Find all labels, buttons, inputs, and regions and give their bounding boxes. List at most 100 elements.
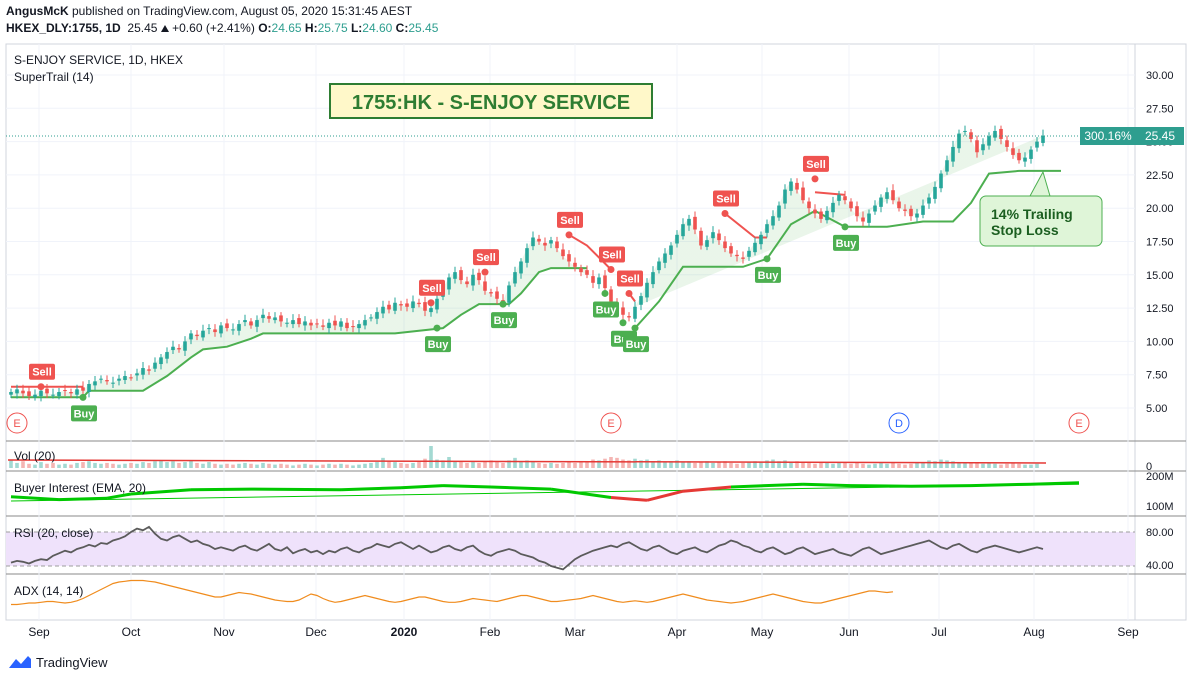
volume-bar: [123, 463, 127, 468]
candle-body: [117, 378, 121, 381]
buy-signal-label: Buy: [836, 238, 858, 250]
candle-body: [759, 234, 763, 245]
buy-signal-label: Buy: [428, 339, 450, 351]
candle-body: [597, 277, 601, 285]
volume-bar: [237, 463, 241, 468]
volume-bar: [687, 461, 691, 468]
buyer-interest-segment: [730, 482, 804, 489]
volume-bar: [765, 460, 769, 468]
candle-body: [225, 323, 229, 329]
volume-bar: [399, 462, 403, 468]
candle-body: [321, 325, 325, 327]
pane-tick-label: 0: [1146, 461, 1152, 473]
volume-bar: [279, 463, 283, 468]
volume-bar: [747, 462, 751, 468]
candle-body: [999, 128, 1003, 139]
volume-bar: [27, 463, 31, 468]
candle-body: [357, 324, 361, 329]
candle-body: [537, 238, 541, 242]
title-banner-text: 1755:HK - S-ENJOY SERVICE: [352, 92, 630, 114]
rsi-pane-title[interactable]: RSI (20, close): [14, 526, 93, 540]
price-tick-label: 5.00: [1146, 403, 1167, 415]
event-marker-label: D: [895, 418, 903, 430]
x-tick-label: Oct: [122, 625, 141, 639]
candle-body: [315, 323, 319, 325]
vol-pane-title[interactable]: Vol (20): [14, 449, 55, 463]
volume-bar: [333, 464, 337, 468]
adx-pane-title[interactable]: ADX (14, 14): [14, 584, 83, 598]
callout-box: [979, 195, 1103, 247]
volume-bar: [141, 462, 145, 468]
buyer-interest-segment: [58, 496, 108, 502]
buyer-pane-title[interactable]: Buyer Interest (EMA, 20): [14, 481, 146, 495]
candle-body: [153, 362, 157, 369]
candle-body: [723, 241, 727, 249]
candle-body: [513, 272, 517, 284]
volume-bar: [705, 461, 709, 468]
buy-signal-dot: [79, 393, 87, 401]
sell-signal-dot: [481, 268, 489, 276]
buy-signal-box: [425, 336, 451, 353]
candle-body: [9, 392, 13, 395]
candle-body: [627, 316, 631, 318]
volume-bar: [819, 462, 823, 468]
volume-bar: [627, 460, 631, 468]
candle-body: [669, 245, 673, 255]
volume-bar: [999, 464, 1003, 468]
volume-bar: [711, 462, 715, 468]
symbol[interactable]: HKEX_DLY:1755, 1D: [6, 21, 121, 35]
candle-body: [903, 209, 907, 211]
candle-body: [891, 190, 895, 201]
price-tick-label: 30.00: [1146, 70, 1174, 82]
volume-bar: [231, 464, 235, 468]
candle-body: [381, 306, 385, 314]
volume-bar: [801, 462, 805, 468]
buyer-interest-segment: [610, 496, 648, 502]
low-value: 24.60: [362, 21, 393, 35]
volume-bar: [933, 461, 937, 468]
candle-body: [567, 254, 571, 262]
sell-signal-label: Sell: [422, 283, 442, 295]
candle-body: [135, 373, 139, 376]
supertrail-short-line: [814, 191, 846, 196]
author-name[interactable]: AngusMcK: [6, 4, 69, 18]
volume-bar: [645, 459, 649, 468]
volume-bar: [495, 462, 499, 468]
volume-bar: [729, 462, 733, 468]
volume-bar: [357, 464, 361, 468]
volume-bar: [543, 463, 547, 468]
volume-bar: [561, 462, 565, 468]
volume-bar: [9, 460, 13, 468]
volume-bar: [363, 463, 367, 468]
trail-fill-long: [11, 237, 587, 398]
publish-line: AngusMcK published on TradingView.com, A…: [6, 4, 412, 18]
volume-bar: [675, 460, 679, 468]
sell-signal-box: [557, 211, 583, 228]
event-marker: [888, 412, 910, 434]
quote-line: HKEX_DLY:1755, 1D 25.45 +0.60 (+2.41%) O…: [6, 21, 438, 35]
candle-body: [693, 216, 697, 230]
candle-body: [795, 182, 799, 190]
volume-bar: [459, 462, 463, 468]
indicator-label[interactable]: SuperTrail (14): [14, 70, 94, 84]
candle-body: [729, 246, 733, 254]
sell-signal-dot: [811, 175, 819, 183]
callout-pointer: [1029, 170, 1051, 197]
volume-bar: [825, 462, 829, 468]
change-value: +0.60 (+2.41%): [172, 21, 255, 35]
candle-body: [783, 189, 787, 204]
volume-bar: [297, 464, 301, 468]
price-tick-label: 12.50: [1146, 303, 1174, 315]
volume-bar: [309, 464, 313, 468]
volume-bar: [153, 461, 157, 468]
volume-bar: [411, 462, 415, 468]
volume-bar: [597, 460, 601, 468]
volume-bar: [813, 463, 817, 468]
candle-body: [303, 321, 307, 326]
brand-name[interactable]: TradingView: [36, 654, 108, 670]
volume-bar: [165, 462, 169, 468]
volume-bar: [579, 461, 583, 468]
candle-body: [645, 282, 649, 298]
volume-bar: [735, 463, 739, 468]
